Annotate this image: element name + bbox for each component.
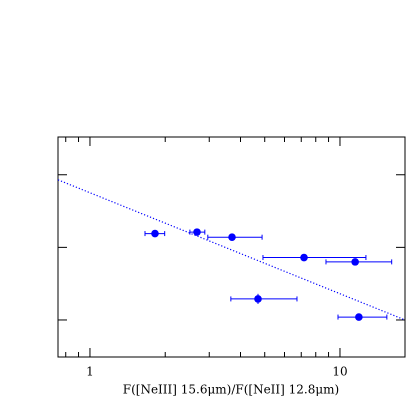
x-tick-label: 1 (86, 365, 94, 379)
plot-frame (57, 136, 406, 358)
point (193, 228, 201, 236)
point (351, 258, 359, 266)
point (300, 253, 308, 262)
x-axis-label: F([NeIII] 15.6μm)/F([NeII] 12.8μm) (123, 383, 339, 397)
point (228, 233, 236, 241)
point (355, 313, 363, 321)
point (151, 229, 159, 238)
x-tick-label: 10 (332, 365, 347, 379)
point (254, 295, 262, 303)
